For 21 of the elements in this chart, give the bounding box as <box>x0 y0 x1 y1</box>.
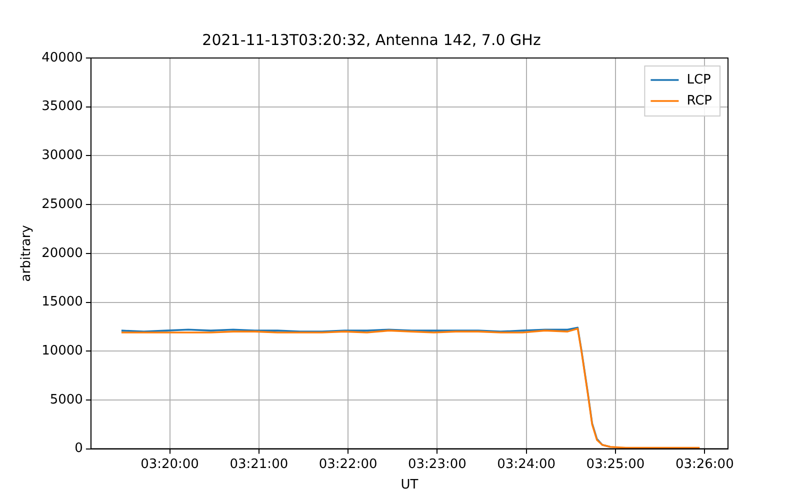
y-tick-label: 0 <box>74 441 83 456</box>
x-tick-label: 03:21:00 <box>230 456 288 472</box>
legend-label: LCP <box>686 72 712 88</box>
y-tick-label: 25000 <box>42 196 83 212</box>
x-tick-label: 03:22:00 <box>318 456 378 472</box>
y-tick-label: 35000 <box>42 99 83 114</box>
y-axis-title: arbitrary <box>19 224 34 282</box>
y-tick-label: 5000 <box>50 392 83 408</box>
y-tick-label: 40000 <box>42 50 83 66</box>
x-tick-label: 03:26:00 <box>675 456 734 472</box>
y-tick-label: 10000 <box>42 343 83 358</box>
x-tick-label: 03:23:00 <box>408 456 466 472</box>
x-tick-label: 03:24:00 <box>497 456 556 472</box>
x-tick-label: 03:20:00 <box>140 456 199 472</box>
chart-title: 2021-11-13T03:20:32, Antenna 142, 7.0 GHz <box>202 30 541 49</box>
x-axis-title: UT <box>400 478 418 493</box>
y-tick-label: 20000 <box>42 246 83 261</box>
y-tick-label: 15000 <box>42 294 83 310</box>
legend-label: RCP <box>686 93 712 108</box>
x-tick-label: 03:25:00 <box>586 456 645 472</box>
y-tick-label: 30000 <box>42 148 83 164</box>
